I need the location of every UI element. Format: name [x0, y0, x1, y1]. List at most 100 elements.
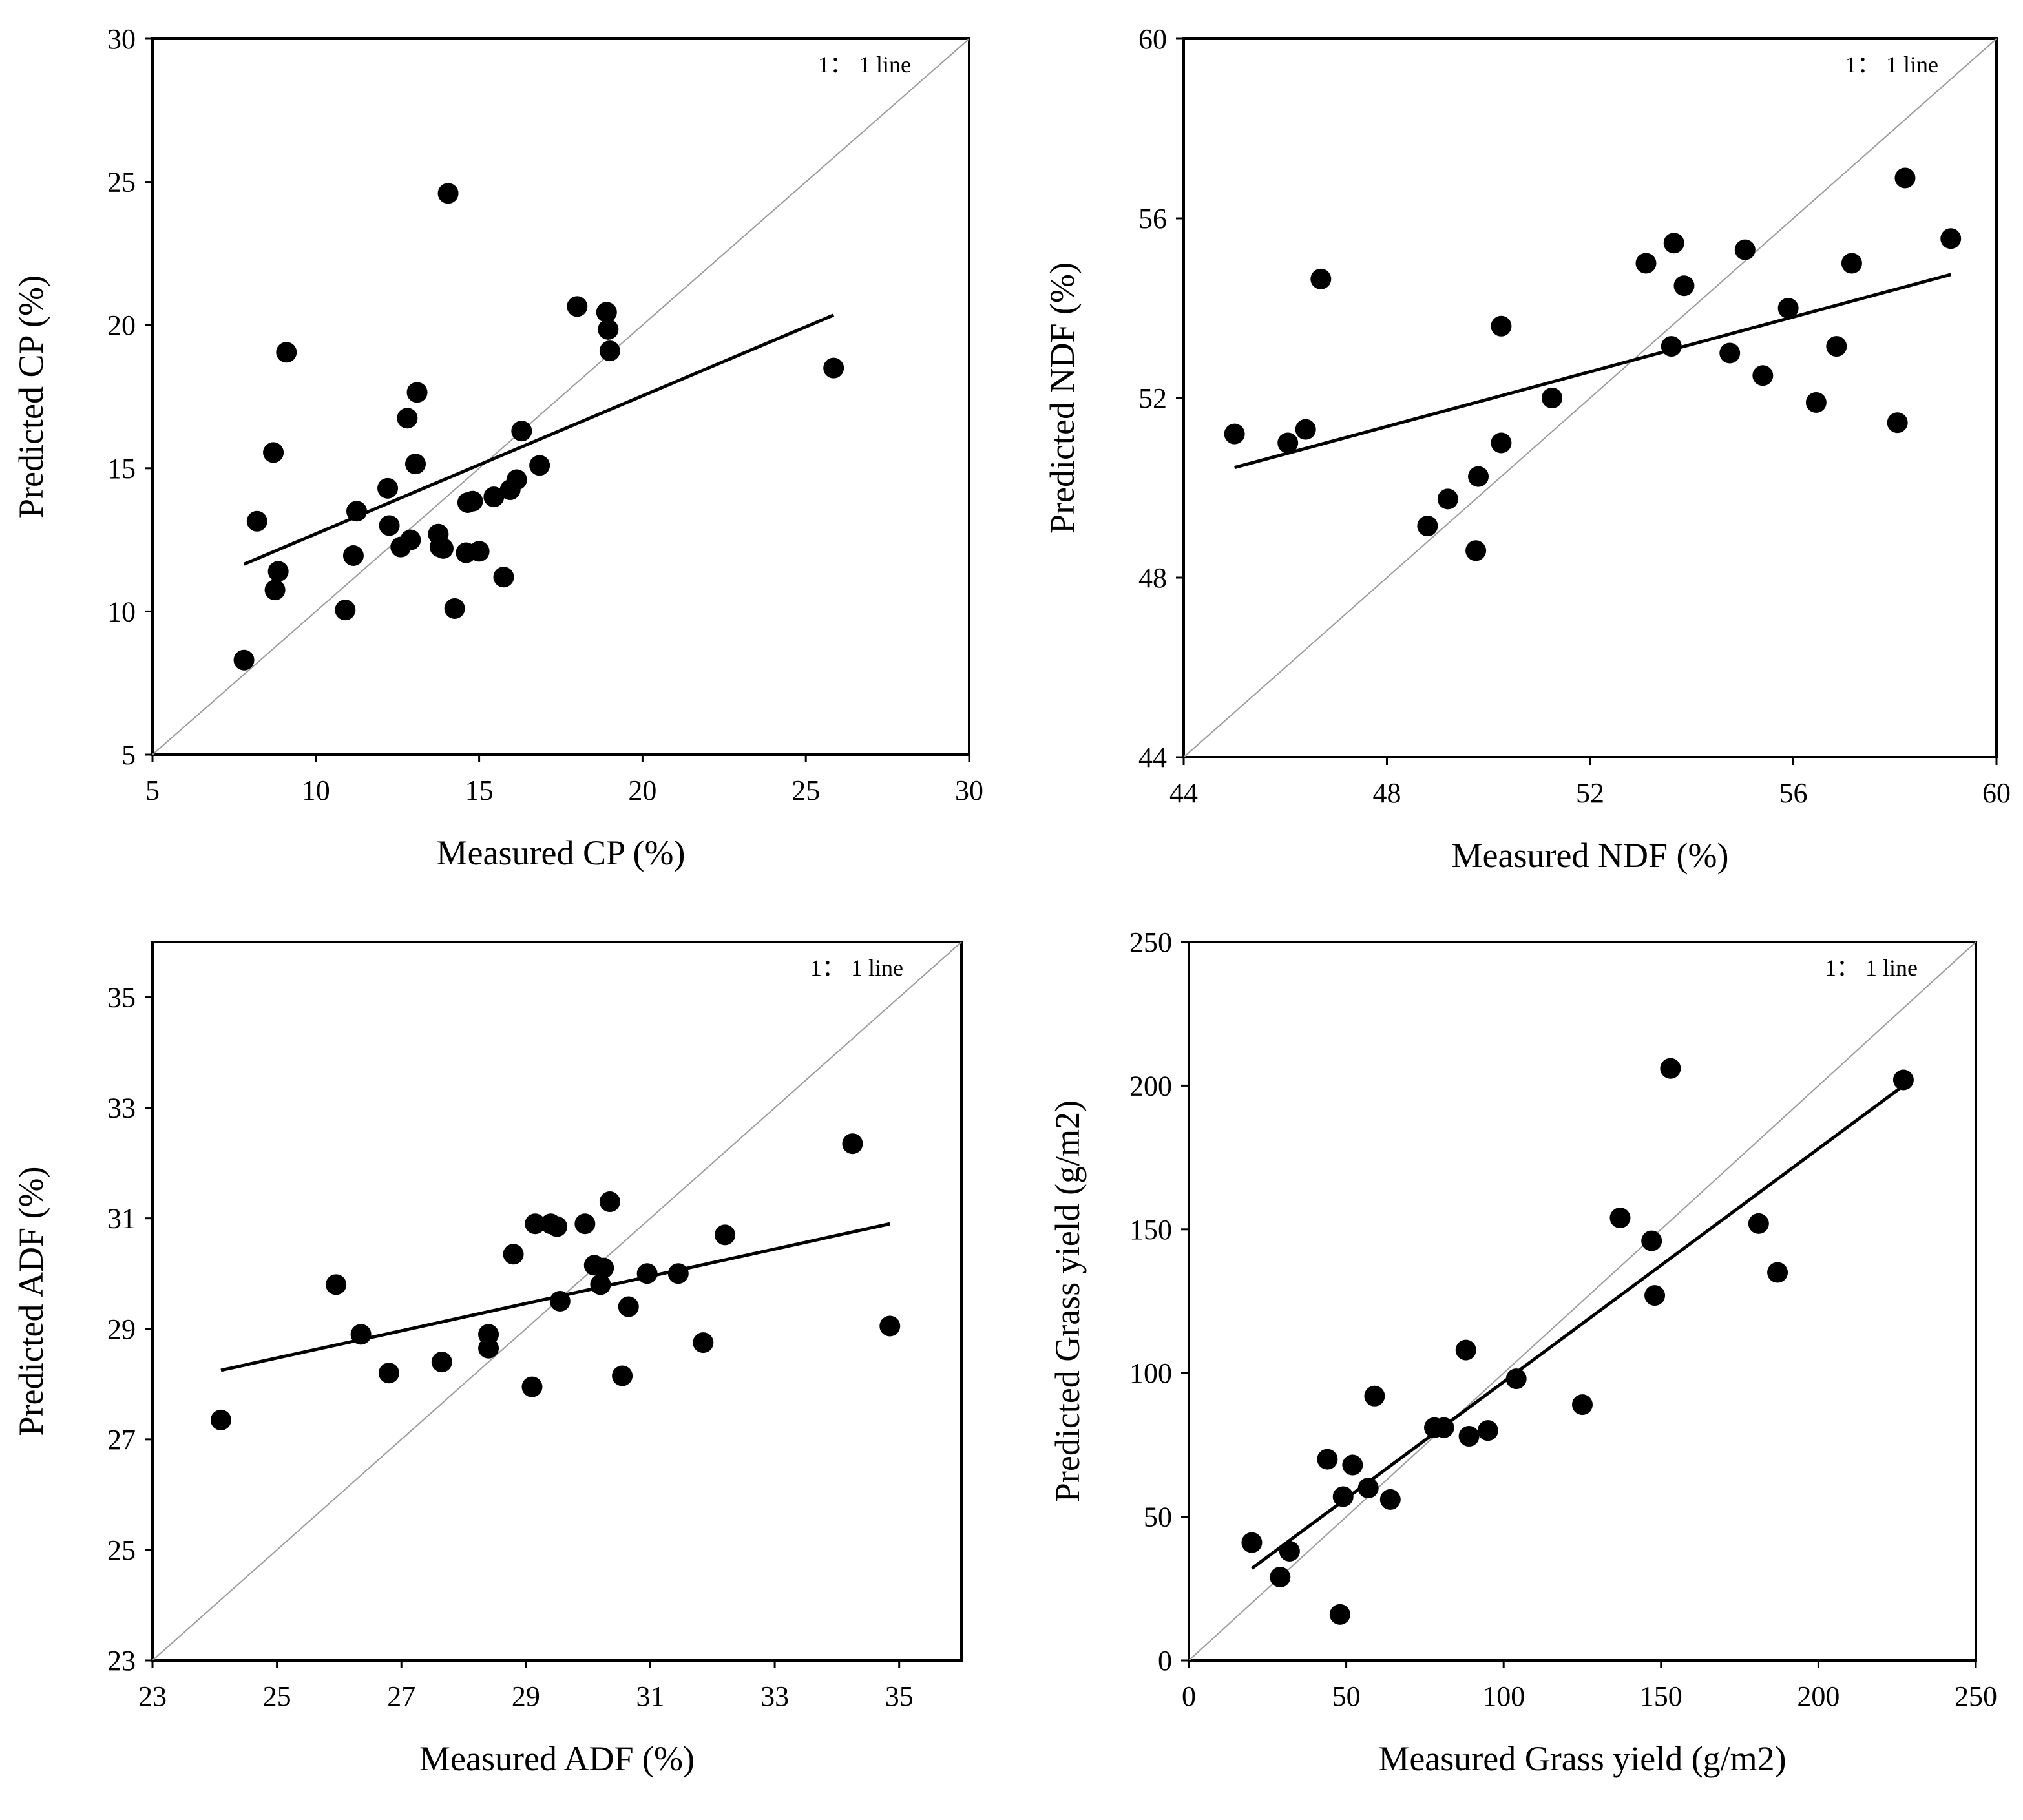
grass-yield-identity-line-annotation: 1： 1 line — [1825, 955, 1918, 981]
cp-data-point — [437, 183, 459, 204]
adf-plot-frame — [151, 941, 963, 1662]
grass-yield-y-axis-title: Predicted Grass yield (g/m2) — [1048, 1100, 1087, 1502]
adf-x-axis-title: Measured ADF (%) — [419, 1739, 695, 1778]
ndf-data-point — [1805, 392, 1827, 413]
ndf-data-point — [1417, 516, 1438, 537]
panel-ndf: 44 48 52 56 60 44 48 52 56 60 Measured NDF (%) Pred… — [1043, 23, 2011, 875]
ndf-y-tick-label: 60 — [1138, 23, 1167, 55]
cp-data-point — [598, 319, 619, 340]
adf-x-tick-label: 35 — [885, 1680, 914, 1712]
adf-data-point — [612, 1365, 633, 1386]
adf-data-point — [715, 1224, 736, 1246]
ndf-x-tick-label: 48 — [1373, 777, 1401, 809]
grass-yield-data-point — [1609, 1208, 1631, 1229]
cp-data-point — [379, 515, 400, 536]
grass-yield-data-point — [1767, 1262, 1788, 1283]
cp-data-point — [567, 296, 588, 317]
grass-yield-data-point — [1433, 1417, 1454, 1438]
grass-yield-data-point — [1279, 1540, 1300, 1562]
grass-yield-x-tick-label: 200 — [1797, 1680, 1840, 1712]
cp-y-tick-label: 20 — [107, 309, 136, 341]
grass-yield-x-tick-label: 250 — [1955, 1680, 1997, 1712]
grass-yield-x-tick-label: 150 — [1640, 1680, 1682, 1712]
cp-data-point — [599, 340, 620, 362]
adf-data-point — [599, 1191, 620, 1213]
grass-yield-data-point — [1505, 1368, 1527, 1390]
ndf-data-point — [1777, 298, 1799, 319]
grass-yield-x-axis-title: Measured Grass yield (g/m2) — [1378, 1739, 1786, 1778]
adf-y-tick-label: 35 — [107, 982, 136, 1014]
cp-data-point — [264, 580, 286, 601]
grass-yield-y-tick-label: 50 — [1144, 1501, 1172, 1533]
adf-data-point — [210, 1409, 231, 1430]
adf-data-point — [590, 1274, 611, 1295]
grass-yield-data-point — [1241, 1532, 1263, 1553]
ndf-y-tick-label: 52 — [1138, 382, 1167, 414]
cp-data-point — [506, 469, 527, 490]
cp-y-axis-title: Predicted CP (%) — [12, 275, 50, 518]
ndf-data-point — [1940, 228, 1962, 249]
adf-x-tick-label: 23 — [138, 1680, 167, 1712]
adf-data-point — [326, 1274, 347, 1295]
adf-data-point — [478, 1324, 499, 1345]
panel-adf: 23 25 27 29 31 33 35 23 25 27 29 31 33 35 Measured ADF… — [12, 941, 963, 1778]
ndf-data-point — [1295, 419, 1316, 440]
cp-data-point — [263, 442, 284, 463]
cp-data-point — [377, 477, 399, 499]
panel-cp: 5 10 15 20 25 30 5 10 15 20 25 30 Measured CP (%) Pre… — [12, 23, 983, 872]
adf-x-tick-label: 27 — [387, 1680, 415, 1712]
adf-data-point — [618, 1296, 639, 1317]
ndf-x-tick-label: 56 — [1779, 777, 1808, 809]
cp-x-tick-label: 30 — [955, 775, 983, 806]
ndf-data-point — [1465, 540, 1487, 561]
grass-yield-data-point — [1572, 1394, 1593, 1416]
cp-data-point — [335, 600, 356, 621]
cp-data-point — [493, 567, 514, 588]
cp-x-tick-label: 20 — [628, 775, 656, 806]
ndf-data-point — [1491, 432, 1512, 454]
adf-data-point — [549, 1291, 571, 1312]
grass-yield-data-point — [1644, 1285, 1666, 1306]
grass-yield-x-tick-label: 100 — [1482, 1680, 1525, 1712]
ndf-y-axis-title: Predicted NDF (%) — [1043, 262, 1082, 534]
cp-x-tick-label: 25 — [791, 775, 820, 806]
cp-data-point — [233, 649, 255, 671]
grass-yield-y-tick-label: 250 — [1129, 926, 1172, 958]
ndf-y-tick-label: 56 — [1138, 203, 1167, 235]
grass-yield-data-point — [1892, 1069, 1914, 1091]
adf-y-tick-label: 23 — [107, 1645, 136, 1677]
ndf-y-tick-label: 48 — [1138, 562, 1167, 594]
cp-identity-line-annotation: 1： 1 line — [818, 52, 911, 78]
cp-data-point — [511, 421, 532, 442]
adf-x-tick-label: 33 — [760, 1680, 789, 1712]
grass-yield-y-tick-label: 0 — [1158, 1645, 1172, 1677]
cp-y-tick-label: 15 — [107, 453, 136, 485]
adf-x-tick-label: 31 — [636, 1680, 664, 1712]
cp-y-tick-label: 30 — [107, 23, 136, 55]
panel-grass-yield: 0 50 100 150 200 250 0 50 100 150 200 250 Measured G… — [1048, 926, 1997, 1778]
grass-yield-identity-line — [1188, 941, 1976, 1661]
grass-yield-data-point — [1660, 1058, 1681, 1079]
ndf-data-point — [1734, 239, 1756, 260]
grass-yield-data-point — [1477, 1420, 1498, 1441]
adf-data-point — [350, 1324, 372, 1345]
cp-data-point — [342, 545, 364, 566]
adf-data-point — [521, 1376, 543, 1397]
grass-yield-x-tick-label: 50 — [1332, 1680, 1361, 1712]
cp-data-point — [346, 501, 367, 522]
ndf-regression-line — [1233, 273, 1951, 470]
ndf-data-point — [1310, 268, 1332, 289]
ndf-identity-line-annotation: 1： 1 line — [1845, 52, 1938, 78]
ndf-data-point — [1661, 336, 1682, 357]
adf-data-point — [574, 1213, 596, 1235]
adf-data-point — [547, 1216, 567, 1237]
adf-y-tick-label: 29 — [107, 1313, 136, 1345]
cp-x-tick-label: 5 — [145, 775, 160, 806]
adf-identity-line-annotation: 1： 1 line — [810, 955, 903, 981]
ndf-data-point — [1468, 466, 1489, 487]
grass-yield-data-point — [1379, 1489, 1401, 1510]
grass-yield-data-point — [1458, 1426, 1480, 1447]
grass-yield-data-point — [1329, 1604, 1350, 1625]
cp-data-point — [468, 541, 490, 562]
